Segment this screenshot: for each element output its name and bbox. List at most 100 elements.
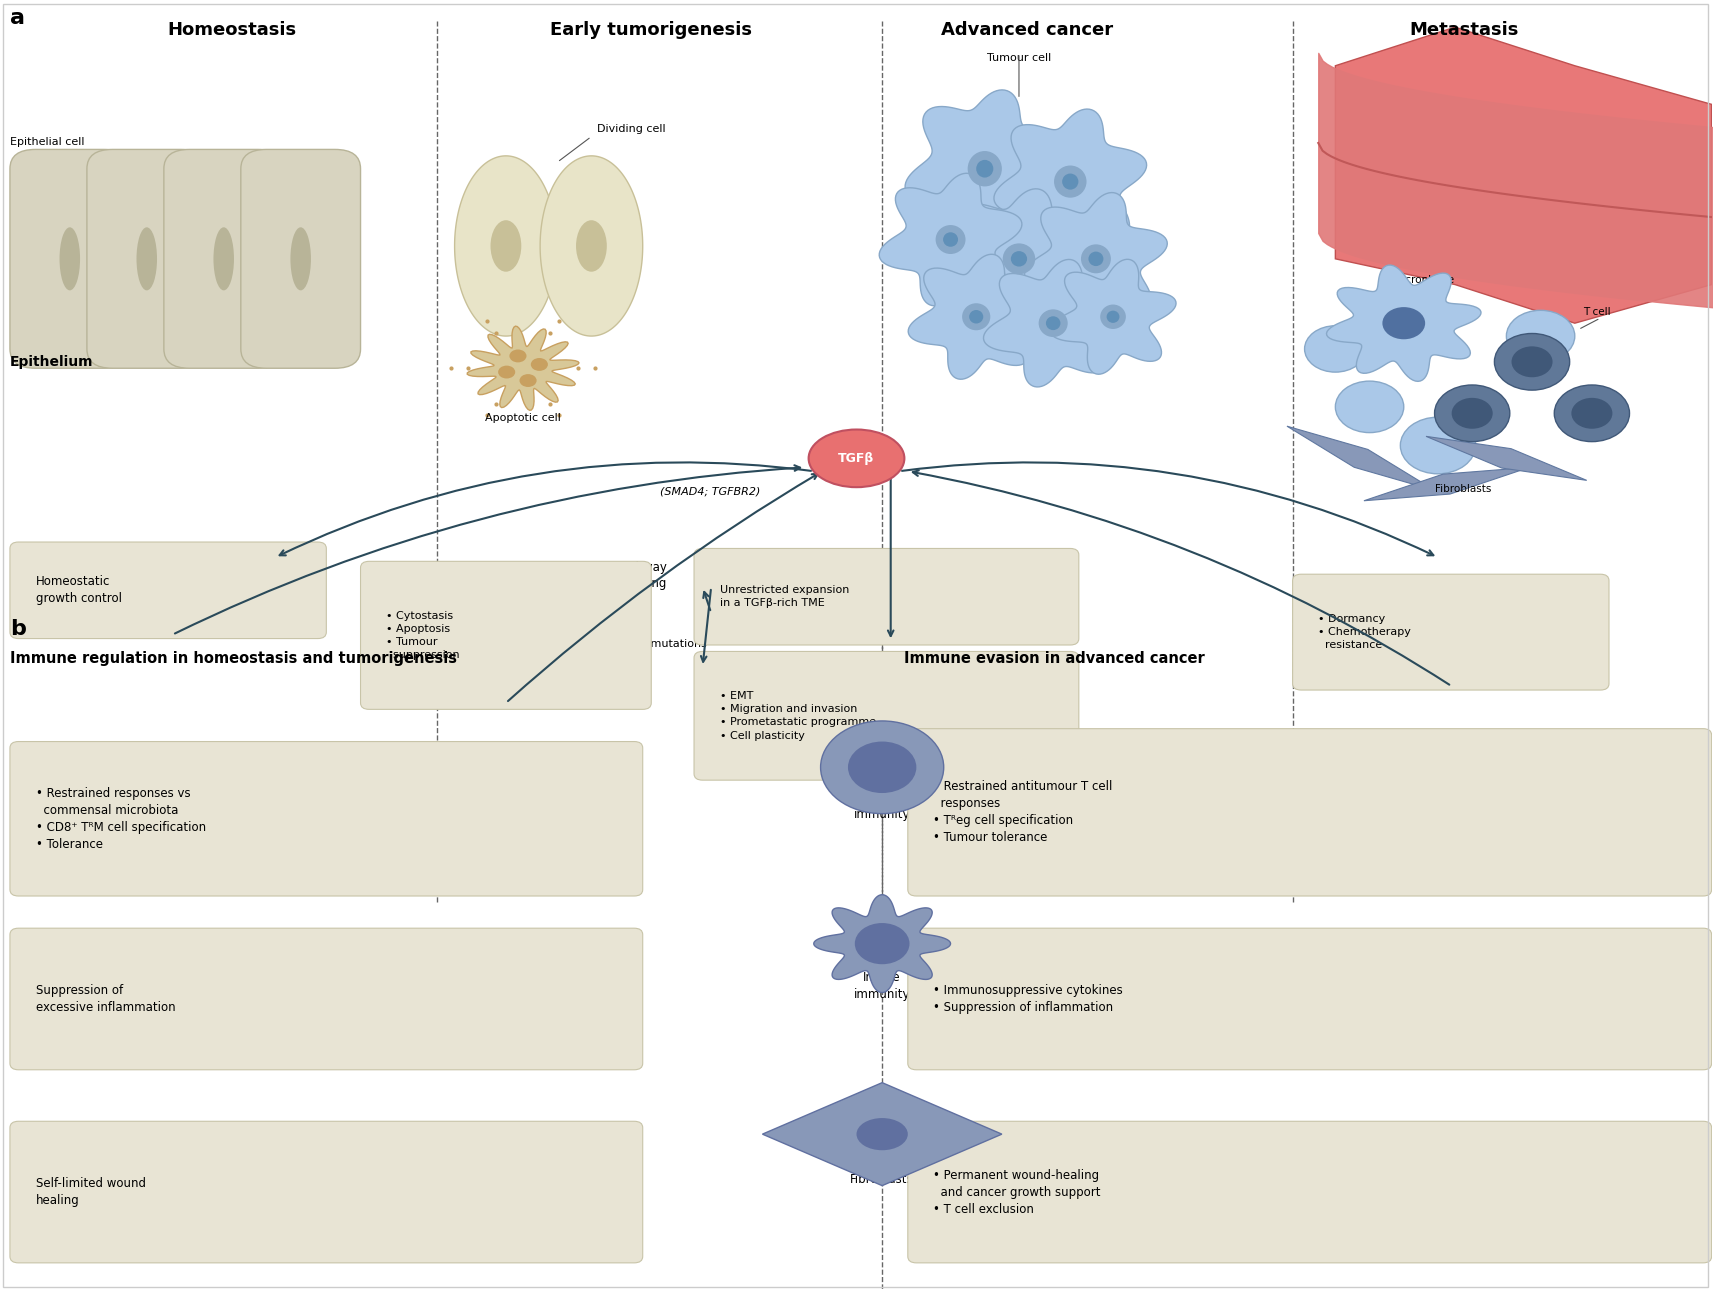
Text: Advanced cancer: Advanced cancer xyxy=(942,21,1113,39)
Ellipse shape xyxy=(856,1118,908,1151)
Text: Unrestricted expansion
in a TGFβ-rich TME: Unrestricted expansion in a TGFβ-rich TM… xyxy=(719,586,850,609)
Ellipse shape xyxy=(1382,307,1425,339)
Polygon shape xyxy=(904,90,1064,248)
Polygon shape xyxy=(942,188,1095,329)
Circle shape xyxy=(1451,397,1492,428)
Polygon shape xyxy=(814,895,951,992)
Text: • Permanent wound-healing
  and cancer growth support
• T cell exclusion: • Permanent wound-healing and cancer gro… xyxy=(934,1169,1101,1215)
Text: LOF mutations: LOF mutations xyxy=(625,639,706,649)
FancyBboxPatch shape xyxy=(164,150,284,368)
FancyBboxPatch shape xyxy=(10,150,130,368)
Ellipse shape xyxy=(963,303,990,330)
Circle shape xyxy=(1494,334,1569,390)
Text: Self-limited wound
healing: Self-limited wound healing xyxy=(36,1176,146,1207)
Text: Apoptotic cell: Apoptotic cell xyxy=(485,413,560,423)
Ellipse shape xyxy=(60,227,81,290)
Ellipse shape xyxy=(976,160,994,178)
Ellipse shape xyxy=(1047,316,1060,330)
Text: Immune evasion in advanced cancer: Immune evasion in advanced cancer xyxy=(904,651,1206,667)
Ellipse shape xyxy=(576,221,606,272)
Polygon shape xyxy=(908,254,1045,379)
Text: Metastasis: Metastasis xyxy=(1408,21,1518,39)
FancyBboxPatch shape xyxy=(360,561,651,710)
Text: Immune regulation in homeostasis and tumorigenesis: Immune regulation in homeostasis and tum… xyxy=(10,651,457,667)
Text: Dividing cell: Dividing cell xyxy=(596,124,665,134)
Ellipse shape xyxy=(1088,252,1103,266)
Ellipse shape xyxy=(1053,165,1086,197)
Circle shape xyxy=(498,365,516,378)
Circle shape xyxy=(1571,397,1612,428)
Polygon shape xyxy=(1336,27,1711,324)
Text: Adaptive
immunity: Adaptive immunity xyxy=(853,791,910,820)
Circle shape xyxy=(509,350,526,362)
Polygon shape xyxy=(454,156,557,337)
Text: TGFβ: TGFβ xyxy=(838,451,875,464)
Text: Fibroblasts: Fibroblasts xyxy=(1435,484,1492,494)
Ellipse shape xyxy=(968,151,1002,187)
Text: a: a xyxy=(10,8,26,28)
Polygon shape xyxy=(468,326,579,410)
Circle shape xyxy=(519,374,536,387)
FancyBboxPatch shape xyxy=(908,929,1711,1069)
Polygon shape xyxy=(994,110,1146,254)
Ellipse shape xyxy=(214,227,235,290)
Text: (SMAD4; TGFBR2): (SMAD4; TGFBR2) xyxy=(660,486,761,497)
Text: Tumour cell: Tumour cell xyxy=(987,53,1052,63)
Text: T cell: T cell xyxy=(1583,307,1610,317)
Text: • Dormancy
• Chemotherapy
  resistance: • Dormancy • Chemotherapy resistance xyxy=(1319,614,1412,650)
Text: • Restrained antitumour T cell
  responses
• Tᴿeg cell specification
• Tumour to: • Restrained antitumour T cell responses… xyxy=(934,780,1113,845)
Polygon shape xyxy=(1286,426,1435,490)
Ellipse shape xyxy=(1062,174,1079,190)
Ellipse shape xyxy=(1100,304,1125,329)
Polygon shape xyxy=(1050,259,1177,374)
Circle shape xyxy=(1511,346,1552,377)
Ellipse shape xyxy=(944,232,958,246)
FancyBboxPatch shape xyxy=(908,729,1711,897)
Text: Innate
immunity: Innate immunity xyxy=(853,971,910,1001)
Polygon shape xyxy=(1326,266,1482,382)
Circle shape xyxy=(855,924,910,964)
Circle shape xyxy=(1336,381,1403,432)
FancyBboxPatch shape xyxy=(908,1121,1711,1263)
FancyBboxPatch shape xyxy=(694,548,1079,645)
Text: • Cytostasis
• Apoptosis
• Tumour
  suppression: • Cytostasis • Apoptosis • Tumour suppre… xyxy=(385,610,459,660)
Polygon shape xyxy=(1425,436,1586,480)
Text: Early tumorigenesis: Early tumorigenesis xyxy=(550,21,752,39)
Text: • Restrained responses vs
  commensal microbiota
• CD8⁺ TᴿM cell specification
•: • Restrained responses vs commensal micr… xyxy=(36,787,206,851)
Ellipse shape xyxy=(1002,244,1035,275)
FancyBboxPatch shape xyxy=(10,542,327,639)
FancyBboxPatch shape xyxy=(10,1121,642,1263)
Text: • Immunosuppressive cytokines
• Suppression of inflammation: • Immunosuppressive cytokines • Suppress… xyxy=(934,984,1124,1014)
Polygon shape xyxy=(1024,192,1167,325)
Polygon shape xyxy=(540,156,642,337)
Ellipse shape xyxy=(490,221,521,272)
Text: • EMT
• Migration and invasion
• Prometastatic programme
• Cell plasticity: • EMT • Migration and invasion • Prometa… xyxy=(719,691,875,740)
Ellipse shape xyxy=(1038,310,1067,337)
Circle shape xyxy=(1400,417,1475,473)
FancyBboxPatch shape xyxy=(242,150,360,368)
FancyBboxPatch shape xyxy=(87,150,207,368)
Circle shape xyxy=(1554,384,1629,441)
Polygon shape xyxy=(1364,467,1530,501)
Text: Macrophage: Macrophage xyxy=(1389,275,1454,285)
FancyBboxPatch shape xyxy=(10,929,642,1069)
Ellipse shape xyxy=(970,310,983,324)
FancyBboxPatch shape xyxy=(10,742,642,897)
Polygon shape xyxy=(879,173,1023,306)
Text: Homeostasis: Homeostasis xyxy=(168,21,296,39)
Circle shape xyxy=(1506,311,1574,361)
Text: Homeostatic
growth control: Homeostatic growth control xyxy=(36,575,122,605)
Text: Pathway
rewiring: Pathway rewiring xyxy=(618,561,668,591)
Circle shape xyxy=(848,742,916,793)
Ellipse shape xyxy=(1107,311,1120,322)
Ellipse shape xyxy=(809,430,904,488)
Circle shape xyxy=(1305,326,1367,372)
Text: Epithelium: Epithelium xyxy=(10,355,94,369)
Circle shape xyxy=(1434,384,1509,441)
Text: Fibroblasts: Fibroblasts xyxy=(850,1173,915,1186)
Polygon shape xyxy=(983,259,1122,387)
Ellipse shape xyxy=(1081,244,1112,273)
FancyBboxPatch shape xyxy=(694,651,1079,780)
Ellipse shape xyxy=(1011,252,1028,267)
Ellipse shape xyxy=(291,227,312,290)
